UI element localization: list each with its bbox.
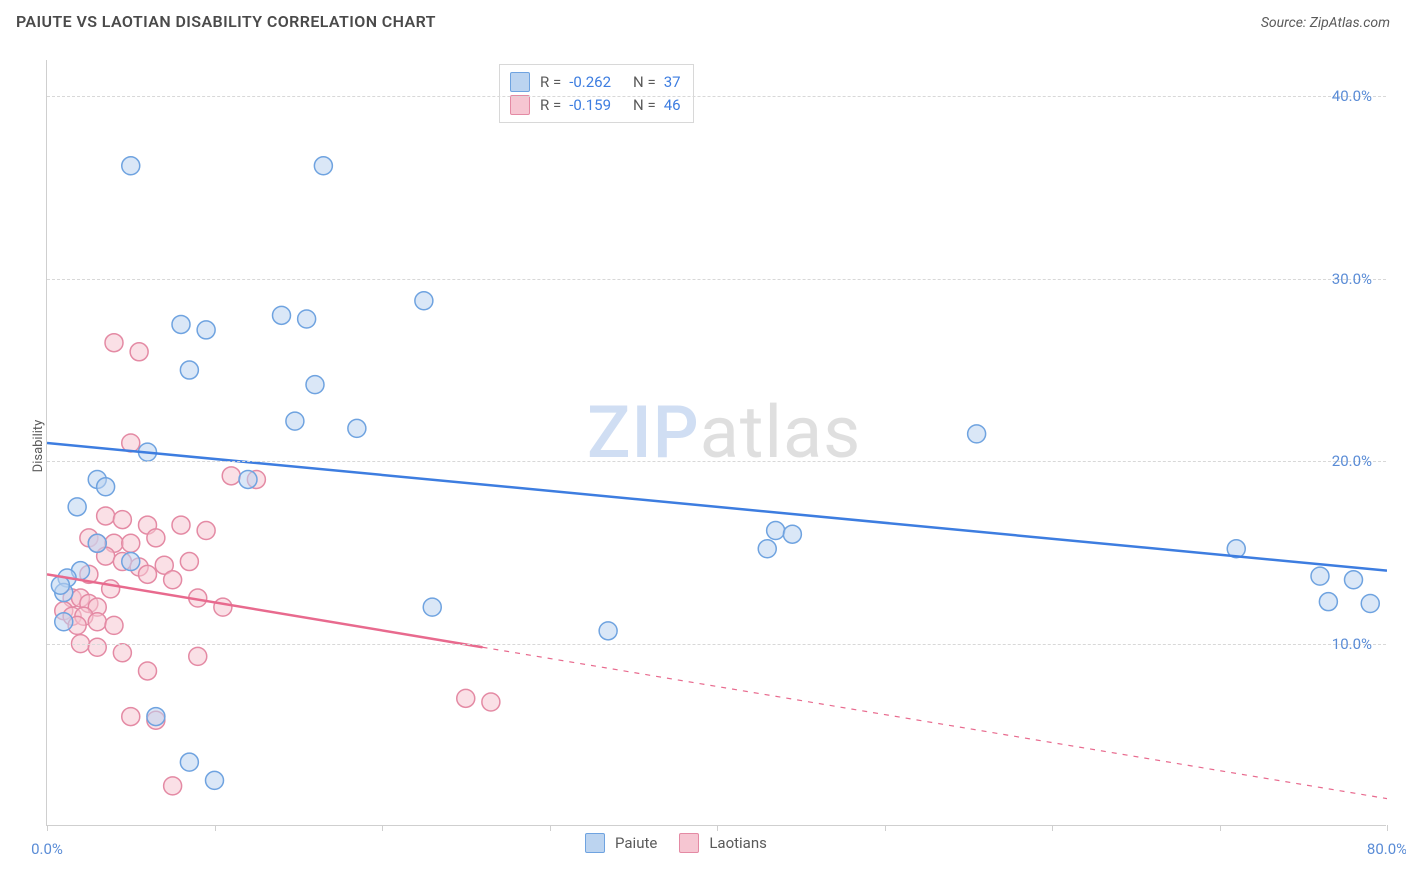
trendline-dashed	[483, 647, 1388, 798]
data-point	[88, 638, 106, 656]
stats-n-value-paiute: 37	[664, 71, 681, 94]
x-tick	[885, 825, 886, 831]
stats-row-paiute: R = -0.262 N = 37	[510, 71, 683, 94]
data-point	[298, 310, 316, 328]
legend-label-laotians: Laotians	[709, 834, 767, 852]
data-point	[105, 616, 123, 634]
series-legend: Paiute Laotians	[585, 833, 767, 853]
x-tick	[382, 825, 383, 831]
x-tick	[1052, 825, 1053, 831]
trendline-solid	[47, 574, 483, 647]
gridline-h	[47, 644, 1386, 645]
y-tick-label: 10.0%	[1332, 635, 1372, 653]
y-tick-label: 40.0%	[1332, 87, 1372, 105]
data-point	[97, 507, 115, 525]
data-point	[172, 315, 190, 333]
data-point	[130, 343, 148, 361]
chart-source: Source: ZipAtlas.com	[1261, 15, 1390, 31]
x-tick	[1220, 825, 1221, 831]
data-point	[286, 412, 304, 430]
chart-plot-area: ZIPatlas R = -0.262 N = 37 R = -0.159 N …	[46, 60, 1386, 826]
data-point	[197, 321, 215, 339]
data-point	[88, 534, 106, 552]
data-point	[1345, 571, 1363, 589]
gridline-h	[47, 279, 1386, 280]
gridline-h	[47, 461, 1386, 462]
data-point	[102, 580, 120, 598]
swatch-paiute	[510, 72, 530, 92]
x-tick	[215, 825, 216, 831]
data-point	[767, 522, 785, 540]
data-point	[164, 571, 182, 589]
data-point	[222, 467, 240, 485]
legend-item-laotians: Laotians	[679, 833, 767, 853]
y-axis-label: Disability	[31, 420, 46, 473]
data-point	[68, 498, 86, 516]
data-point	[482, 693, 500, 711]
data-point	[180, 553, 198, 571]
chart-title: PAIUTE VS LAOTIAN DISABILITY CORRELATION…	[16, 12, 436, 31]
data-point	[783, 525, 801, 543]
x-tick	[550, 825, 551, 831]
gridline-h	[47, 96, 1386, 97]
data-point	[180, 361, 198, 379]
data-point	[348, 419, 366, 437]
data-point	[139, 662, 157, 680]
x-tick	[717, 825, 718, 831]
legend-label-paiute: Paiute	[615, 834, 657, 852]
data-point	[415, 292, 433, 310]
x-tick	[1387, 825, 1388, 831]
data-point	[423, 598, 441, 616]
data-point	[113, 511, 131, 529]
legend-item-paiute: Paiute	[585, 833, 657, 853]
data-point	[239, 470, 257, 488]
data-point	[97, 478, 115, 496]
data-point	[306, 376, 324, 394]
data-point	[968, 425, 986, 443]
data-point	[314, 157, 332, 175]
data-point	[88, 613, 106, 631]
data-point	[1319, 593, 1337, 611]
data-point	[1361, 594, 1379, 612]
swatch-paiute	[585, 833, 605, 853]
data-point	[206, 771, 224, 789]
x-tick-label: 80.0%	[1367, 840, 1406, 858]
stats-n-label: N =	[633, 71, 656, 94]
stats-legend-box: R = -0.262 N = 37 R = -0.159 N = 46	[499, 64, 694, 123]
data-point	[147, 708, 165, 726]
x-tick-label: 0.0%	[31, 840, 63, 858]
data-point	[122, 157, 140, 175]
data-point	[214, 598, 232, 616]
data-point	[122, 534, 140, 552]
data-point	[273, 306, 291, 324]
swatch-laotians	[510, 95, 530, 115]
y-tick-label: 30.0%	[1332, 270, 1372, 288]
data-point	[122, 708, 140, 726]
data-point	[189, 647, 207, 665]
data-point	[172, 516, 190, 534]
data-point	[55, 613, 73, 631]
data-point	[139, 565, 157, 583]
data-point	[105, 334, 123, 352]
y-tick-label: 20.0%	[1332, 452, 1372, 470]
data-point	[1311, 567, 1329, 585]
stats-r-value-paiute: -0.262	[569, 71, 611, 94]
data-point	[164, 777, 182, 795]
swatch-laotians	[679, 833, 699, 853]
data-point	[180, 753, 198, 771]
data-point	[51, 576, 69, 594]
x-tick	[47, 825, 48, 831]
data-point	[457, 689, 475, 707]
data-point	[122, 553, 140, 571]
data-point	[758, 540, 776, 558]
data-point	[599, 622, 617, 640]
data-point	[197, 522, 215, 540]
data-point	[113, 644, 131, 662]
data-point	[147, 529, 165, 547]
stats-r-label: R =	[540, 71, 561, 94]
scatter-svg	[47, 60, 1387, 826]
